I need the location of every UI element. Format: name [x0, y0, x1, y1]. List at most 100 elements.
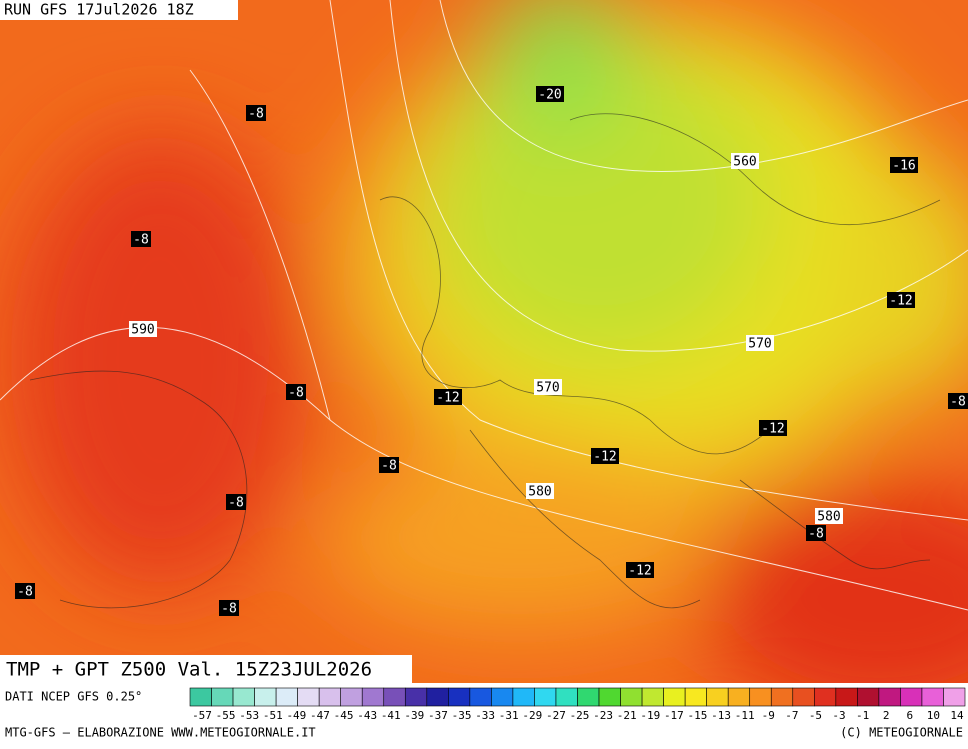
colorbar-label: -33	[475, 709, 495, 722]
contour-label: -8	[221, 602, 237, 617]
source-label: DATI NCEP GFS 0.25°	[5, 690, 142, 704]
colorbar-label: -21	[617, 709, 637, 722]
colorbar-swatch	[641, 687, 664, 707]
label-box	[131, 231, 151, 247]
contour-label: -8	[248, 107, 264, 122]
contour-label: -8	[17, 585, 33, 600]
colorbar-swatch	[620, 687, 643, 707]
colorbar-label: 10	[927, 709, 940, 722]
colorbar-label: -13	[711, 709, 731, 722]
colorbar-swatch	[598, 687, 621, 707]
colorbar-label: -27	[546, 709, 566, 722]
colorbar-swatch	[857, 687, 880, 707]
label-box	[759, 420, 787, 436]
label-box	[379, 457, 399, 473]
contour-label: -8	[381, 459, 397, 474]
colorbar-swatch	[706, 687, 729, 707]
contour-label: 560	[733, 155, 756, 170]
colorbar-label: 6	[907, 709, 914, 722]
contour-label: -12	[889, 294, 912, 309]
label-box	[246, 105, 266, 121]
label-box	[534, 379, 562, 395]
colorbar-label: -41	[381, 709, 401, 722]
label-box	[731, 153, 759, 169]
colorbar-label: -3	[832, 709, 845, 722]
header-box	[0, 0, 238, 20]
colorbar-swatch	[232, 687, 255, 707]
colorbar-label: -53	[239, 709, 259, 722]
label-box	[591, 448, 619, 464]
contour-label: -8	[133, 233, 149, 248]
footer-right: (C) METEOGIORNALE	[840, 726, 963, 740]
map-title: TMP + GPT Z500 Val. 15Z23JUL2026	[6, 659, 372, 681]
colorbar-label: -49	[286, 709, 306, 722]
colorbar-swatch	[835, 687, 858, 707]
colorbar-label: -37	[428, 709, 448, 722]
contour-label: 570	[748, 337, 771, 352]
colorbar-swatch	[275, 687, 298, 707]
colorbar: -57 -55 -53 -51 -49 -47 -45 -43 -41 -39 -37 -35 -33-…	[189, 687, 966, 722]
contour-label: -8	[288, 386, 304, 401]
colorbar-swatch	[770, 687, 794, 707]
colorbar-swatch	[792, 687, 815, 707]
colorbar-swatch	[189, 687, 212, 707]
colorbar-swatch	[254, 687, 277, 707]
footer-left: MTG-GFS — ELABORAZIONE WWW.METEOGIORNALE…	[5, 726, 316, 740]
colorbar-swatch	[318, 687, 341, 707]
title-box	[0, 655, 412, 683]
colorbar-label: -23	[593, 709, 613, 722]
contour-label: -16	[892, 159, 915, 174]
colorbar-swatch	[814, 687, 837, 707]
colorbar-swatch	[361, 687, 385, 707]
label-box	[15, 583, 35, 599]
colorbar-label: -43	[357, 709, 377, 722]
colorbar-label: -55	[216, 709, 236, 722]
map	[0, 0, 968, 683]
colorbar-swatch	[448, 687, 471, 707]
colorbar-label: -25	[570, 709, 590, 722]
label-box	[887, 292, 915, 308]
colorbar-swatch	[297, 687, 320, 707]
colorbar-label: -19	[640, 709, 660, 722]
contour-label: 580	[528, 485, 551, 500]
colorbar-swatch	[921, 687, 944, 707]
colorbar-label: -35	[452, 709, 472, 722]
colorbar-label: -7	[785, 709, 798, 722]
colorbar-swatch	[491, 687, 514, 707]
label-box	[526, 483, 554, 499]
label-box	[815, 508, 843, 524]
contour-label: -12	[628, 564, 651, 579]
colorbar-label: -15	[688, 709, 708, 722]
colorbar-label: -51	[263, 709, 283, 722]
run-header: RUN GFS 17Jul2026 18Z	[4, 1, 194, 19]
colorbar-label: -39	[404, 709, 424, 722]
colorbar-swatch	[512, 687, 535, 707]
contour-label: 570	[536, 381, 559, 396]
label-box	[536, 86, 564, 102]
label-box	[626, 562, 654, 578]
colorbar-swatch	[727, 687, 751, 707]
colorbar-label: -1	[856, 709, 869, 722]
colorbar-swatch	[340, 687, 363, 707]
colorbar-swatch	[211, 687, 234, 707]
colorbar-label: -47	[310, 709, 330, 722]
colorbar-label: 14	[950, 709, 964, 722]
colorbar-swatch	[900, 687, 923, 707]
colorbar-swatch	[663, 687, 686, 707]
contour-label: -8	[808, 527, 824, 542]
label-box	[434, 389, 462, 405]
colorbar-label: -57	[192, 709, 212, 722]
label-box	[219, 600, 239, 616]
label-box	[890, 157, 918, 173]
contour-label: -12	[593, 450, 616, 465]
colorbar-label: -29	[522, 709, 542, 722]
label-box	[286, 384, 306, 400]
label-box	[129, 321, 157, 337]
colorbar-swatch	[383, 687, 406, 707]
contour-label: -12	[436, 391, 459, 406]
contour-label: -12	[761, 422, 784, 437]
colorbar-swatch	[404, 687, 428, 707]
label-box	[226, 494, 246, 510]
colorbar-swatch	[469, 687, 492, 707]
contour-label: -8	[228, 496, 244, 511]
